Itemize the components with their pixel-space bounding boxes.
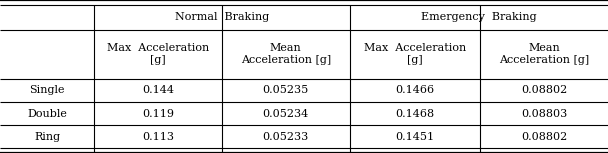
- Text: Mean
Acceleration [g]: Mean Acceleration [g]: [499, 43, 589, 65]
- Text: Max  Acceleration
[g]: Max Acceleration [g]: [364, 43, 466, 65]
- Text: 0.08802: 0.08802: [521, 85, 567, 95]
- Text: Mean
Acceleration [g]: Mean Acceleration [g]: [241, 43, 331, 65]
- Text: 0.1468: 0.1468: [395, 109, 435, 119]
- Text: 0.1466: 0.1466: [395, 85, 435, 95]
- Text: 0.05234: 0.05234: [263, 109, 309, 119]
- Text: Double: Double: [27, 109, 67, 119]
- Text: 0.05235: 0.05235: [263, 85, 309, 95]
- Text: 0.1451: 0.1451: [395, 132, 435, 142]
- Text: 0.08802: 0.08802: [521, 132, 567, 142]
- Text: 0.119: 0.119: [142, 109, 174, 119]
- Text: 0.05233: 0.05233: [263, 132, 309, 142]
- Text: Ring: Ring: [34, 132, 60, 142]
- Text: Emergency  Braking: Emergency Braking: [421, 12, 537, 22]
- Text: 0.144: 0.144: [142, 85, 174, 95]
- Text: 0.08803: 0.08803: [521, 109, 567, 119]
- Text: 0.113: 0.113: [142, 132, 174, 142]
- Text: Normal  Braking: Normal Braking: [174, 12, 269, 22]
- Text: Max  Acceleration
[g]: Max Acceleration [g]: [107, 43, 209, 65]
- Text: Single: Single: [29, 85, 65, 95]
